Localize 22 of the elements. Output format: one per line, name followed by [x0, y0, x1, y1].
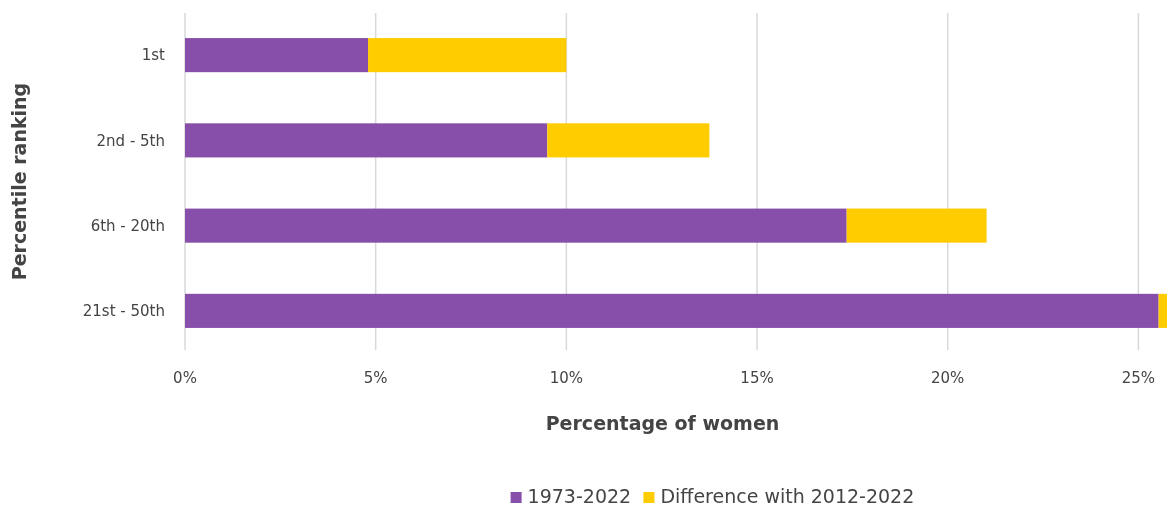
x-tick-label: 15% [740, 369, 774, 387]
x-tick-label: 25% [1121, 369, 1156, 387]
bar [846, 208, 987, 243]
x-tick-label: 0% [173, 369, 197, 387]
x-axis-title: Percentage of women [545, 412, 780, 434]
y-tick-label: 21st - 50th [82, 302, 165, 321]
legend-label: Difference with 2012-2022 [660, 485, 915, 507]
x-tick-label: 20% [931, 369, 965, 387]
x-tick-label: 5% [363, 369, 388, 387]
bar [185, 123, 548, 158]
y-tick-label: 1st [141, 46, 166, 65]
bar [185, 38, 369, 73]
bar [368, 38, 567, 73]
y-tick-label: 6th - 20th [90, 216, 165, 235]
bar [1158, 293, 1167, 328]
y-tick-label: 2nd - 5th [96, 131, 165, 150]
x-tick-label: 10% [549, 369, 584, 387]
bar [547, 123, 710, 158]
bar [185, 293, 1159, 328]
y-axis-title: Percentile ranking [8, 82, 30, 281]
bar [185, 208, 847, 243]
legend-label: 1973-2022 [527, 485, 632, 507]
